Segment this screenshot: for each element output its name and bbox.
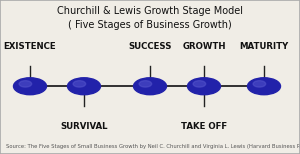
Text: SUCCESS: SUCCESS bbox=[128, 42, 172, 51]
Circle shape bbox=[14, 78, 46, 95]
Text: MATURITY: MATURITY bbox=[239, 42, 289, 51]
Text: EXISTENCE: EXISTENCE bbox=[4, 42, 56, 51]
Circle shape bbox=[134, 78, 166, 95]
Circle shape bbox=[68, 78, 100, 95]
Text: ( Five Stages of Business Growth): ( Five Stages of Business Growth) bbox=[68, 20, 232, 30]
Circle shape bbox=[253, 81, 266, 87]
Text: GROWTH: GROWTH bbox=[182, 42, 226, 51]
Circle shape bbox=[248, 78, 280, 95]
Circle shape bbox=[188, 78, 220, 95]
Circle shape bbox=[139, 81, 152, 87]
Circle shape bbox=[19, 81, 32, 87]
Circle shape bbox=[73, 81, 86, 87]
Text: TAKE OFF: TAKE OFF bbox=[181, 122, 227, 131]
Text: Churchill & Lewis Growth Stage Model: Churchill & Lewis Growth Stage Model bbox=[57, 6, 243, 16]
Circle shape bbox=[193, 81, 206, 87]
Text: Source: The Five Stages of Small Business Growth by Neil C. Churchill and Virgin: Source: The Five Stages of Small Busines… bbox=[6, 144, 300, 149]
Text: SURVIVAL: SURVIVAL bbox=[60, 122, 108, 131]
